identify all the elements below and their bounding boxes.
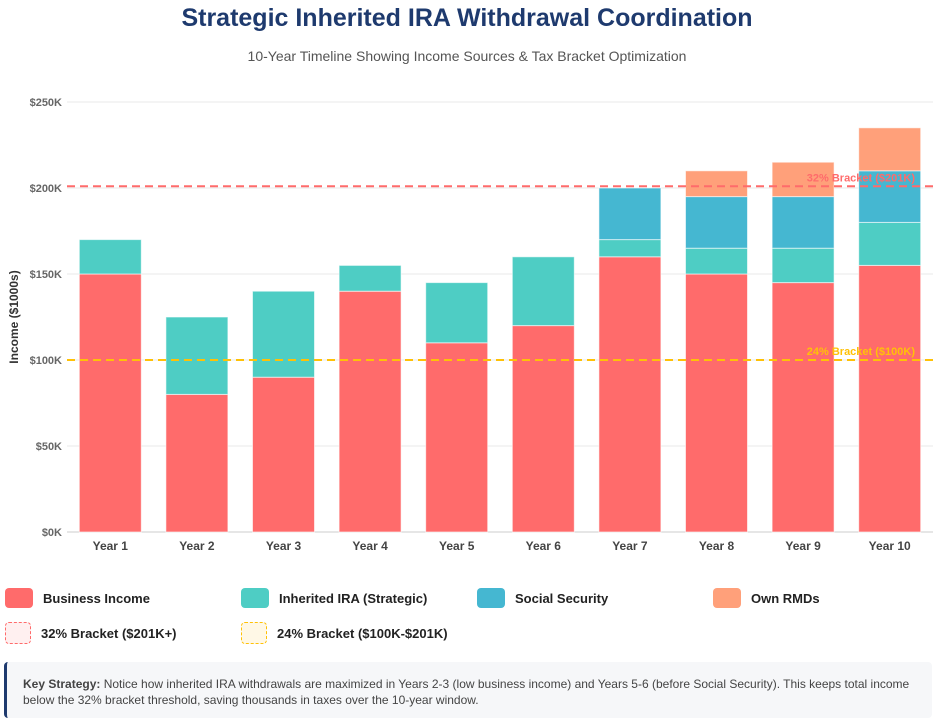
bar-segment <box>338 264 402 292</box>
bar-segment <box>771 161 835 198</box>
bar-segment <box>858 221 922 266</box>
bar-segment <box>685 170 748 198</box>
y-tick-label: $150K <box>30 269 62 281</box>
y-tick-label: $200K <box>30 183 62 195</box>
x-tick-label: Year 6 <box>526 539 562 553</box>
x-tick-label: Year 2 <box>179 539 215 553</box>
x-tick-label: Year 4 <box>352 539 388 553</box>
bar-segment <box>771 247 835 284</box>
legend-social-security[interactable]: Social Security <box>477 588 608 608</box>
x-tick-label: Year 9 <box>785 539 821 553</box>
legend-own-rmds[interactable]: Own RMDs <box>713 588 820 608</box>
bar-segment <box>858 170 922 223</box>
x-tick-label: Year 5 <box>439 539 475 553</box>
y-tick-label: $50K <box>36 441 62 453</box>
bar-segment <box>252 376 315 533</box>
bar-segment <box>338 290 402 533</box>
legend-24-bracket: 24% Bracket ($100K-$201K) <box>241 622 448 644</box>
stacked-bar-chart: $0K $50K $100K $150K $200K $250K Income ($1000… <box>7 97 933 553</box>
key-strategy-note: Key Strategy: Notice how inherited IRA w… <box>4 662 932 718</box>
y-tick-label: $250K <box>30 97 62 109</box>
bar-segment <box>78 239 142 275</box>
x-tick-label: Year 7 <box>612 539 648 553</box>
bar-segment <box>858 127 922 172</box>
x-tick-label: Year 8 <box>699 539 735 553</box>
bar-segment <box>511 256 575 327</box>
bar-segment <box>425 282 489 344</box>
bar-segment <box>252 290 315 378</box>
bar-segment <box>425 342 489 533</box>
bar-segment <box>771 282 835 533</box>
bar-segment <box>598 256 662 533</box>
chart-title: Strategic Inherited IRA Withdrawal Coord… <box>181 4 753 32</box>
bar-segment <box>858 264 922 533</box>
bar-segment <box>685 196 748 249</box>
bar-segment <box>685 273 748 533</box>
y-tick-label: $100K <box>30 355 62 367</box>
bar-segment <box>771 196 835 249</box>
legend-inherited-ira[interactable]: Inherited IRA (Strategic) <box>241 588 427 608</box>
legend-business[interactable]: Business Income <box>5 588 150 608</box>
bar-segment <box>685 247 748 275</box>
x-tick-label: Year 1 <box>93 539 129 553</box>
x-tick-label: Year 3 <box>266 539 302 553</box>
bar-segment <box>165 393 229 533</box>
chart-subtitle: 10-Year Timeline Showing Income Sources … <box>247 48 687 64</box>
y-tick-label: $0K <box>42 527 62 539</box>
y-axis-label: Income ($1000s) <box>7 270 21 363</box>
reference-line-label: 24% Bracket ($100K) <box>807 346 916 358</box>
x-tick-label: Year 10 <box>869 539 911 553</box>
bar-segment <box>598 187 662 241</box>
legend-32-bracket: 32% Bracket ($201K+) <box>5 622 177 644</box>
bar-segment <box>78 273 142 533</box>
bar-segment <box>165 316 229 395</box>
reference-line-label: 32% Bracket ($201K) <box>807 172 916 184</box>
bar-segment <box>511 325 575 533</box>
bar-segment <box>598 239 662 258</box>
